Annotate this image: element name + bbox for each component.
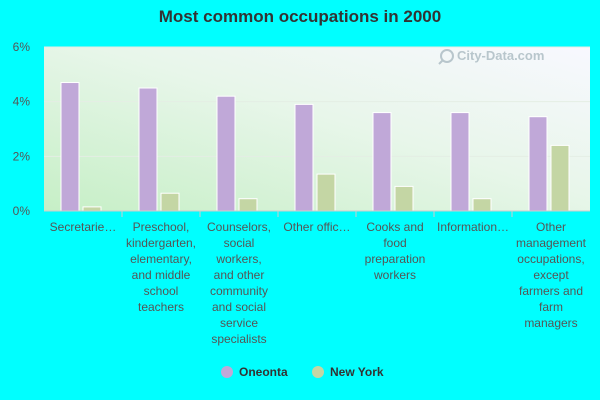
bar-oneonta[interactable] (528, 116, 548, 212)
legend-item-new-york[interactable]: New York (312, 365, 384, 379)
bar-new-york[interactable] (160, 192, 180, 212)
y-tick-label: 0% (13, 204, 31, 218)
bar-oneonta[interactable] (138, 87, 158, 212)
x-category-label: Cooks and food preparation workers (365, 220, 426, 282)
bar-new-york[interactable] (550, 144, 570, 212)
bar-oneonta[interactable] (216, 95, 236, 212)
legend-label: New York (330, 365, 384, 379)
watermark: City-Data.com (438, 48, 544, 65)
y-tick-label: 6% (13, 40, 31, 54)
x-category-label: Counselors, social workers, and other commun… (207, 220, 271, 346)
chart-title: Most common occupations in 2000 (158, 7, 442, 26)
x-category-label: Secretarie… (50, 220, 117, 234)
search-magnifier-icon (440, 49, 454, 63)
bar-oneonta[interactable] (60, 82, 80, 212)
x-category-label: Other management occupations, except farmers… (516, 220, 587, 330)
bar-new-york[interactable] (316, 173, 336, 212)
bar-oneonta[interactable] (294, 103, 314, 212)
legend-label: Oneonta (239, 365, 288, 379)
y-tick-label: 2% (13, 149, 31, 163)
legend-swatch (312, 366, 324, 378)
x-category-label: Preschool, kindergarten, elementary, and mi… (126, 220, 196, 314)
watermark-text: City-Data.com (457, 48, 544, 63)
x-category-label: Other offic… (283, 220, 350, 234)
bar-oneonta[interactable] (372, 112, 392, 212)
bar-new-york[interactable] (82, 206, 102, 212)
x-category-label: Information… (437, 220, 509, 234)
bar-oneonta[interactable] (450, 112, 470, 212)
bar-new-york[interactable] (394, 185, 414, 212)
legend-item-oneonta[interactable]: Oneonta (221, 365, 288, 379)
legend-swatch (221, 366, 233, 378)
bar-new-york[interactable] (472, 198, 492, 212)
bar-new-york[interactable] (238, 198, 258, 212)
y-tick-label: 4% (13, 95, 31, 109)
